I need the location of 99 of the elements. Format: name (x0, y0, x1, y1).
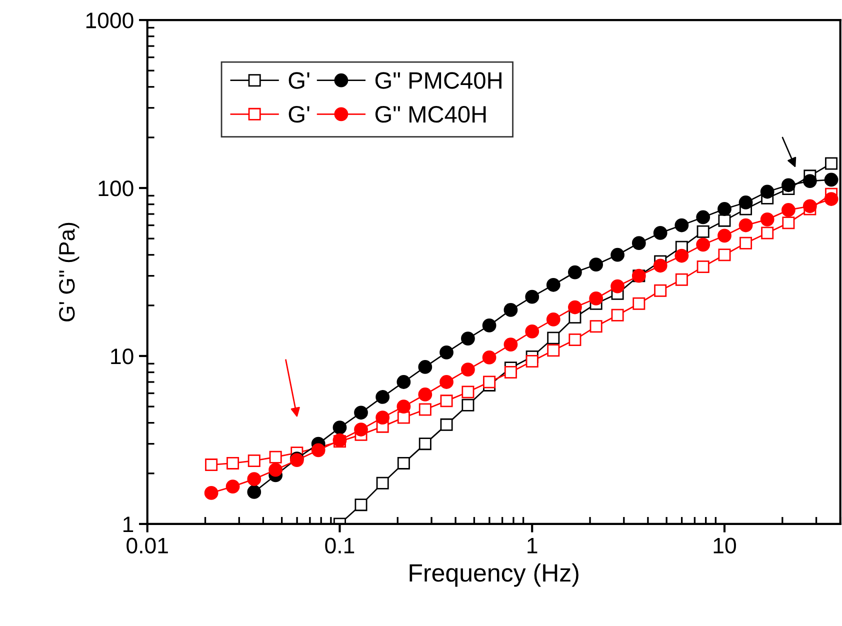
point (696, 225, 710, 238)
point (504, 338, 518, 352)
point (546, 312, 560, 326)
point (802, 174, 817, 188)
legend-label: G" PMC40H (375, 72, 502, 89)
y-tick-label: 1 (123, 516, 134, 532)
point (802, 199, 817, 214)
point (397, 411, 410, 424)
point (568, 333, 582, 346)
point (674, 248, 689, 263)
y-axis-title: G' G" (Pa) (58, 222, 80, 322)
point (440, 394, 453, 408)
point (397, 456, 410, 470)
point (696, 238, 710, 252)
point (311, 443, 326, 458)
point (825, 157, 838, 170)
point (782, 216, 795, 230)
point (504, 302, 518, 317)
point (462, 398, 474, 412)
point (610, 248, 624, 262)
point (782, 178, 796, 192)
point (589, 292, 604, 306)
point (376, 410, 390, 424)
point (418, 360, 432, 374)
legend-label: G" MC40H (375, 106, 486, 123)
point (546, 278, 560, 292)
point (396, 400, 411, 414)
point (354, 422, 368, 436)
legend-label: G' (288, 72, 310, 89)
point (653, 258, 668, 273)
x-tick-label: 1 (528, 538, 538, 554)
point (589, 258, 604, 272)
point (696, 210, 710, 224)
point (418, 403, 432, 416)
point (268, 462, 283, 477)
point (483, 376, 496, 388)
y-tick-label: 1000 (86, 12, 134, 28)
point (269, 450, 282, 464)
point (718, 228, 732, 243)
point (440, 418, 453, 431)
point (462, 386, 474, 398)
point (226, 456, 240, 470)
point (354, 498, 368, 512)
point (525, 290, 540, 304)
point (718, 202, 732, 216)
point (824, 172, 838, 187)
x-tick-label: 0.01 (126, 538, 168, 554)
point (332, 420, 347, 434)
point (418, 438, 432, 450)
point (674, 218, 689, 232)
point (696, 260, 710, 273)
point (440, 345, 454, 360)
point (653, 226, 668, 240)
point (525, 324, 540, 338)
point (824, 192, 838, 206)
point (590, 320, 602, 333)
point (440, 375, 454, 389)
point (568, 265, 582, 280)
point (782, 203, 796, 217)
point (718, 248, 731, 262)
point (654, 284, 667, 297)
point (247, 472, 262, 486)
point (504, 366, 517, 379)
point (610, 279, 624, 294)
point (482, 318, 496, 332)
point (482, 350, 496, 364)
point (396, 375, 411, 389)
point (226, 480, 240, 494)
point (247, 485, 262, 499)
point (376, 476, 389, 490)
point (248, 454, 260, 467)
point (611, 308, 624, 322)
point (738, 218, 753, 232)
x-tick-label: 0.1 (325, 538, 354, 554)
point (204, 486, 218, 500)
point (675, 273, 688, 286)
point (354, 406, 368, 420)
y-tick-label: 10 (111, 348, 134, 364)
point (547, 332, 560, 344)
point (718, 214, 731, 227)
point (205, 458, 218, 472)
legend-label: G' (288, 106, 310, 123)
point (740, 236, 752, 250)
point (568, 300, 582, 314)
x-axis-title: Frequency (Hz) (410, 563, 578, 587)
point (461, 332, 475, 346)
point (547, 344, 560, 357)
point (738, 196, 753, 210)
point (418, 388, 432, 402)
point (760, 212, 774, 226)
x-tick-label: 10 (714, 538, 736, 554)
y-tick-label: 100 (98, 180, 134, 196)
point (526, 355, 538, 368)
point (632, 236, 646, 250)
point (376, 390, 390, 404)
point (761, 226, 774, 240)
point (760, 184, 774, 199)
point (632, 297, 646, 310)
point (461, 362, 475, 377)
